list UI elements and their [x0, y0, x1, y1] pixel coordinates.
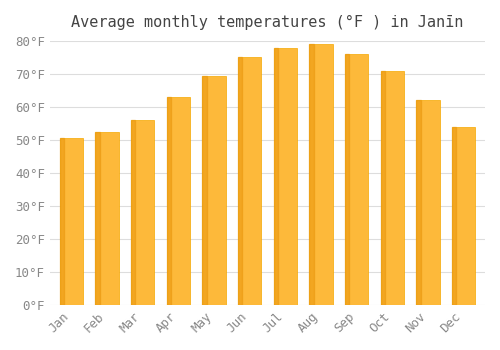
Bar — [345, 54, 349, 305]
Bar — [380, 71, 385, 305]
Bar — [202, 76, 206, 305]
Bar — [345, 54, 368, 305]
Bar — [416, 100, 440, 305]
Bar — [202, 76, 226, 305]
Bar — [96, 132, 118, 305]
Bar — [274, 48, 297, 305]
Bar — [238, 57, 261, 305]
Title: Average monthly temperatures (°F ) in Janīn: Average monthly temperatures (°F ) in Ja… — [71, 15, 464, 30]
Bar — [60, 138, 64, 305]
Bar — [274, 48, 278, 305]
Bar — [416, 100, 420, 305]
Bar — [452, 127, 475, 305]
Bar — [131, 120, 154, 305]
Bar — [96, 132, 100, 305]
Bar — [452, 127, 456, 305]
Bar — [166, 97, 190, 305]
Bar — [238, 57, 242, 305]
Bar — [310, 44, 332, 305]
Bar — [380, 71, 404, 305]
Bar — [310, 44, 314, 305]
Bar — [131, 120, 135, 305]
Bar — [60, 138, 83, 305]
Bar — [166, 97, 171, 305]
